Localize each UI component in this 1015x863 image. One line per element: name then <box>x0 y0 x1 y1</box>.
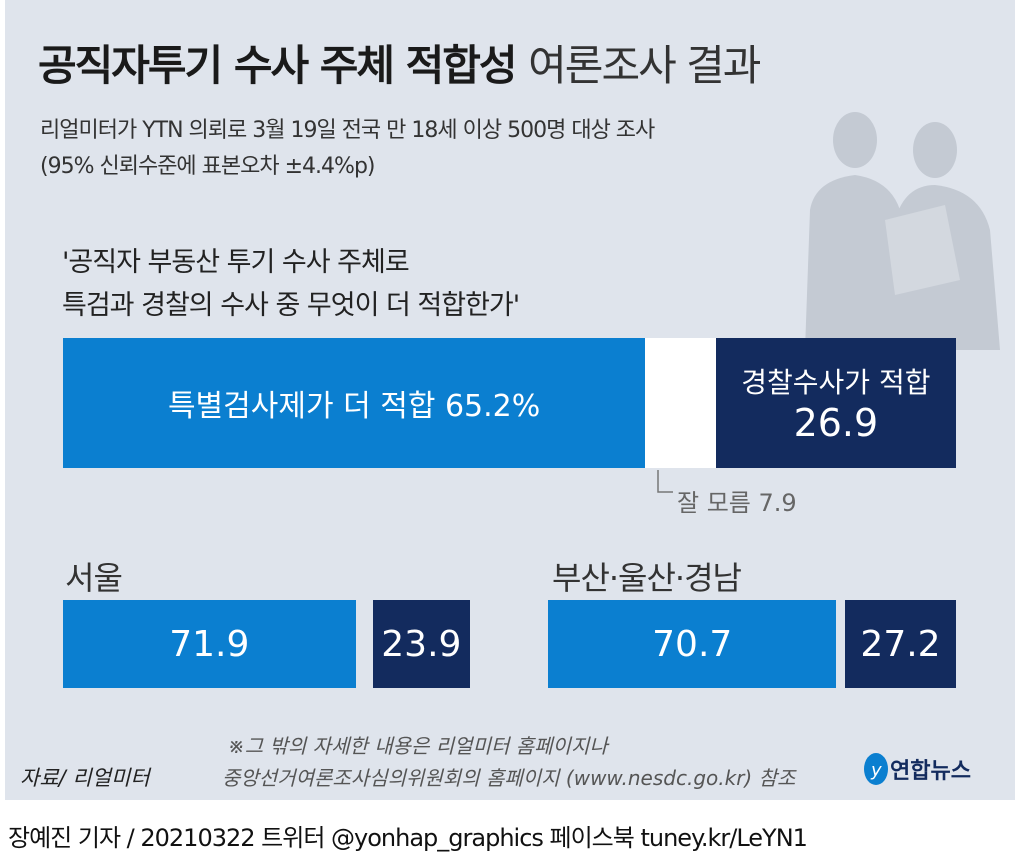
bar-police-seoul: 23.9 <box>372 600 470 688</box>
bar-police-busan: 27.2 <box>845 600 956 688</box>
title-light: 여론조사 결과 <box>528 41 761 90</box>
title-bold: 공직자투기 수사 주체 적합성 <box>38 41 518 90</box>
region-title-seoul: 서울 <box>65 559 123 597</box>
chart-title: 공직자투기 수사 주체 적합성 여론조사 결과 <box>38 32 761 93</box>
logo-text: 연합뉴스 <box>890 759 971 784</box>
label-police-busan: 27.2 <box>860 623 941 665</box>
label-special-national: 특별검사제가 더 적합 65.2% <box>167 389 541 424</box>
footer-credit: 장예진 기자 / 20210322 트위터 @yonhap_graphics 페… <box>8 824 808 852</box>
bar-police-national: 경찰수사가 적합 26.9 <box>715 338 956 468</box>
yonhap-logo-icon: y <box>864 753 888 785</box>
question-line2: 특검과 경찰의 수사 중 무엇이 더 적합한가' <box>62 290 520 321</box>
leader-line <box>657 470 673 493</box>
bar-special-counsel-national: 특별검사제가 더 적합 65.2% <box>63 338 646 468</box>
label-unknown-national: 잘 모름 7.9 <box>677 489 797 517</box>
bar-special-counsel-busan: 70.7 <box>548 600 837 688</box>
note-line1: ※그 밖의 자세한 내용은 리얼미터 홈페이지나 <box>228 734 608 758</box>
source-label: 자료/ 리얼미터 <box>20 766 150 790</box>
subtitle-line2: (95% 신뢰수준에 표본오차 ±4.4%p) <box>40 154 375 179</box>
bar-unknown-national <box>645 338 716 468</box>
yonhap-logo: y 연합뉴스 <box>862 752 971 786</box>
label-special-seoul: 71.9 <box>169 623 250 665</box>
svg-text:y: y <box>870 760 882 781</box>
label-police-name-national: 경찰수사가 적합 <box>741 366 931 399</box>
subtitle-line1: 리얼미터가 YTN 의뢰로 3월 19일 전국 만 18세 이상 500명 대상… <box>40 118 655 143</box>
region-title-busan: 부산·울산·경남 <box>552 559 742 597</box>
label-special-busan: 70.7 <box>652 623 733 665</box>
label-police-seoul: 23.9 <box>381 623 462 665</box>
businessmen-silhouette-icon <box>805 112 1000 350</box>
label-police-value-national: 26.9 <box>793 401 879 445</box>
note-line2: 중앙선거여론조사심의위원회의 홈페이지 (www.nesdc.go.kr) 참조 <box>222 766 796 790</box>
bar-special-counsel-seoul: 71.9 <box>63 600 356 688</box>
question-line1: '공직자 부동산 투기 수사 주체로 <box>62 247 410 278</box>
